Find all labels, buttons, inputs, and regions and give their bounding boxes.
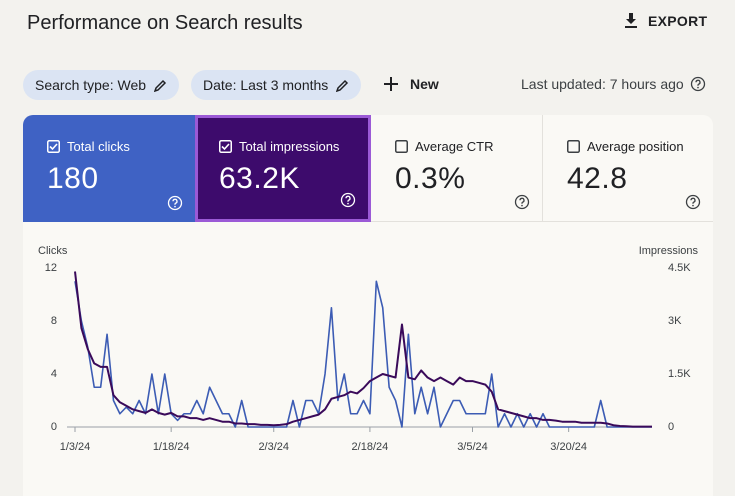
metric-label: Total impressions bbox=[239, 139, 340, 154]
filter-chip[interactable]: Search type: Web bbox=[23, 70, 180, 100]
y2-tick-label: 3K bbox=[668, 315, 682, 327]
metric-label: Average CTR bbox=[415, 139, 494, 154]
help-icon[interactable] bbox=[685, 194, 701, 210]
checkbox-checked[interactable] bbox=[47, 140, 60, 153]
checkbox-checked[interactable] bbox=[219, 140, 232, 153]
new-label: New bbox=[410, 76, 439, 92]
metric-header: Average CTR bbox=[395, 139, 542, 154]
download-icon bbox=[625, 13, 637, 28]
y2-tick-label: 4.5K bbox=[668, 262, 691, 274]
metric-card[interactable]: Average CTR 0.3% bbox=[371, 115, 543, 222]
metric-value: 63.2K bbox=[219, 162, 300, 195]
y-tick-label: 12 bbox=[45, 262, 57, 274]
y-tick-label: 0 bbox=[51, 421, 57, 433]
x-tick-label: 2/3/24 bbox=[258, 441, 289, 453]
metric-header: Average position bbox=[567, 139, 713, 154]
filter-chip[interactable]: Date: Last 3 months bbox=[191, 70, 362, 100]
chart: Clicks Impressions 0 4 8 12 0 1.5K 3K 4.5K 1/3/2… bbox=[38, 245, 699, 453]
chip-label: Date: Last 3 months bbox=[203, 77, 329, 93]
x-tick-label: 3/5/24 bbox=[457, 441, 488, 453]
metric-card[interactable]: Total impressions 63.2K bbox=[195, 115, 371, 222]
new-filter-button[interactable]: New bbox=[384, 76, 439, 92]
series-line bbox=[74, 271, 652, 428]
help-icon[interactable] bbox=[690, 76, 706, 92]
checkbox[interactable] bbox=[395, 140, 408, 153]
metric-header: Total impressions bbox=[219, 139, 368, 154]
metric-card[interactable]: Total clicks 180 bbox=[23, 115, 195, 222]
y2-axis-title: Impressions bbox=[639, 245, 699, 257]
last-updated-label: Last updated: 7 hours ago bbox=[521, 76, 684, 92]
series-line bbox=[74, 280, 652, 428]
metric-value: 0.3% bbox=[395, 162, 466, 195]
y-axis-title: Clicks bbox=[38, 245, 68, 257]
metric-value: 42.8 bbox=[567, 162, 628, 195]
edit-icon bbox=[336, 79, 349, 92]
page-title: Performance on Search results bbox=[27, 12, 303, 34]
metric-label: Total clicks bbox=[67, 139, 130, 154]
edit-icon bbox=[154, 79, 167, 92]
chip-label: Search type: Web bbox=[35, 77, 147, 93]
metric-header: Total clicks bbox=[47, 139, 195, 154]
y2-tick-label: 0 bbox=[668, 421, 674, 433]
export-button[interactable]: EXPORT bbox=[624, 13, 707, 29]
x-tick-label: 2/18/24 bbox=[352, 441, 389, 453]
x-tick-label: 3/20/24 bbox=[550, 441, 587, 453]
checkbox[interactable] bbox=[567, 140, 580, 153]
metric-value: 180 bbox=[47, 162, 99, 195]
help-icon[interactable] bbox=[340, 192, 356, 208]
x-tick-label: 1/18/24 bbox=[153, 441, 190, 453]
plus-icon bbox=[384, 77, 398, 91]
x-tick-label: 1/3/24 bbox=[60, 441, 91, 453]
y-tick-label: 8 bbox=[51, 315, 57, 327]
metric-label: Average position bbox=[587, 139, 684, 154]
y2-tick-label: 1.5K bbox=[668, 368, 691, 380]
help-icon[interactable] bbox=[514, 194, 530, 210]
y-tick-label: 4 bbox=[51, 368, 57, 380]
metric-card[interactable]: Average position 42.8 bbox=[543, 115, 713, 222]
export-label: EXPORT bbox=[648, 13, 708, 29]
help-icon[interactable] bbox=[167, 195, 183, 211]
last-updated: Last updated: 7 hours ago bbox=[521, 76, 706, 92]
